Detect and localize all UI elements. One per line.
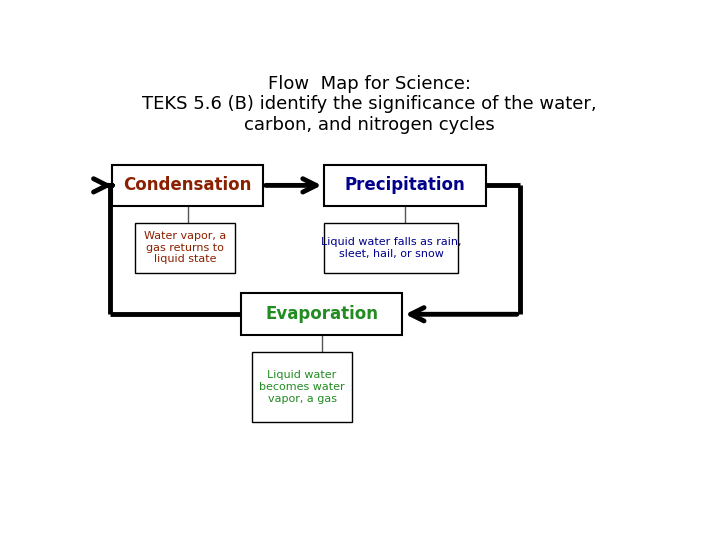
Bar: [252, 352, 352, 422]
Text: Precipitation: Precipitation: [345, 177, 466, 194]
Text: carbon, and nitrogen cycles: carbon, and nitrogen cycles: [243, 116, 495, 134]
Text: Liquid water
becomes water
vapor, a gas: Liquid water becomes water vapor, a gas: [259, 370, 345, 403]
Text: Water vapor, a
gas returns to
liquid state: Water vapor, a gas returns to liquid sta…: [144, 231, 226, 265]
Bar: [112, 165, 263, 206]
Text: Evaporation: Evaporation: [265, 305, 378, 323]
Bar: [240, 294, 402, 335]
Text: Condensation: Condensation: [123, 177, 252, 194]
Text: Liquid water falls as rain,
sleet, hail, or snow: Liquid water falls as rain, sleet, hail,…: [321, 237, 462, 259]
Bar: [135, 223, 235, 273]
Text: TEKS 5.6 (B) identify the significance of the water,: TEKS 5.6 (B) identify the significance o…: [142, 95, 596, 113]
Text: Flow  Map for Science:: Flow Map for Science:: [268, 75, 470, 92]
Bar: [324, 223, 458, 273]
Bar: [324, 165, 486, 206]
